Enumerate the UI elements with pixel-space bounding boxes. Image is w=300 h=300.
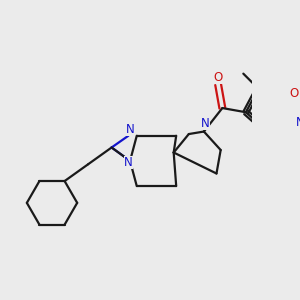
Text: O: O	[214, 70, 223, 83]
Text: O: O	[289, 87, 298, 100]
Text: N: N	[201, 118, 210, 130]
Text: N: N	[126, 122, 134, 136]
Text: N: N	[296, 116, 300, 129]
Text: N: N	[124, 156, 133, 169]
